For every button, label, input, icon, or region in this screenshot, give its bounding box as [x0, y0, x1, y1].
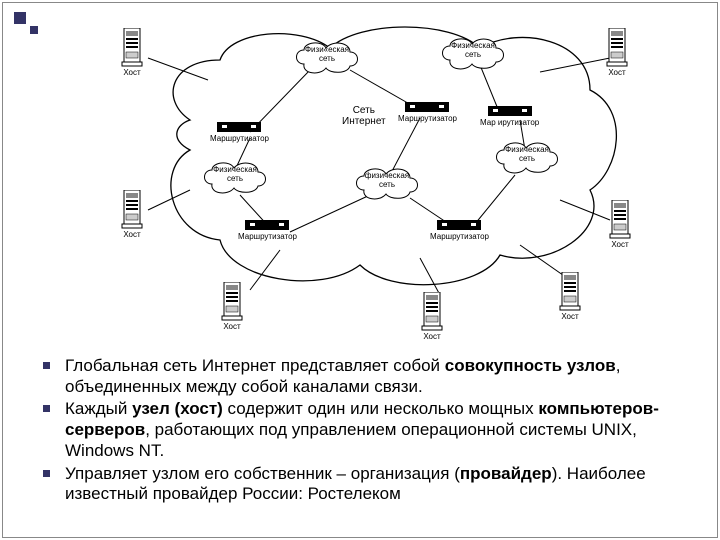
host-label: Хост [420, 332, 444, 341]
router-3: Маршрутизатор [238, 220, 297, 241]
physnet-label: Физическаясеть [492, 140, 562, 164]
host-1: Хост [605, 28, 629, 77]
router-label: Мар ирутизатор [480, 118, 539, 127]
bullet-text: Каждый узел (хост) содержит один или нес… [65, 399, 659, 459]
host-label: Хост [120, 68, 144, 77]
host-6: Хост [558, 272, 582, 321]
router-1: Маршрутизатор [398, 102, 457, 123]
router-label: Маршрутизатор [398, 114, 457, 123]
router-label: Маршрутизатор [430, 232, 489, 241]
host-0: Хост [120, 28, 144, 77]
host-label: Хост [120, 230, 144, 239]
bullet-square-icon [43, 470, 50, 477]
host-label: Хост [220, 322, 244, 331]
router-label: Маршрутизатор [238, 232, 297, 241]
phys-network-4: Физическаясеть [492, 140, 562, 174]
host-2: Хост [120, 190, 144, 239]
network-diagram: СетьИнтернет Хост Хост Хост Хост [120, 10, 640, 340]
host-label: Хост [605, 68, 629, 77]
corner-bullet-small [30, 26, 38, 34]
bullet-item-0: Глобальная сеть Интернет представляет со… [65, 356, 690, 397]
router-2: Мар ирутизатор [480, 106, 539, 127]
bullet-square-icon [43, 405, 50, 412]
physnet-label: Физическаясеть [438, 36, 508, 60]
host-4: Хост [220, 282, 244, 331]
phys-network-0: Физи«ескаясеть [292, 40, 362, 74]
router-0: Маршрутизатор [210, 122, 269, 143]
phys-network-3: физическаясеть [352, 166, 422, 200]
bullet-text: Глобальная сеть Интернет представляет со… [65, 356, 620, 396]
host-label: Хост [558, 312, 582, 321]
center-label: СетьИнтернет [342, 105, 386, 127]
host-5: Хост [420, 292, 444, 341]
bullet-item-2: Управляет узлом его собственник – органи… [65, 464, 690, 505]
host-label: Хост [608, 240, 632, 249]
bullet-text-block: Глобальная сеть Интернет представляет со… [65, 356, 690, 507]
phys-network-1: Физическаясеть [438, 36, 508, 70]
bullet-text: Управляет узлом его собственник – органи… [65, 464, 646, 504]
physnet-label: Физическаясеть [200, 160, 270, 184]
bullet-item-1: Каждый узел (хост) содержит один или нес… [65, 399, 690, 461]
router-label: Маршрутизатор [210, 134, 269, 143]
host-3: Хост [608, 200, 632, 249]
physnet-label: Физи«ескаясеть [292, 40, 362, 64]
phys-network-2: Физическаясеть [200, 160, 270, 194]
router-4: Маршрутизатор [430, 220, 489, 241]
physnet-label: физическаясеть [352, 166, 422, 190]
corner-bullet-large [14, 12, 26, 24]
bullet-square-icon [43, 362, 50, 369]
